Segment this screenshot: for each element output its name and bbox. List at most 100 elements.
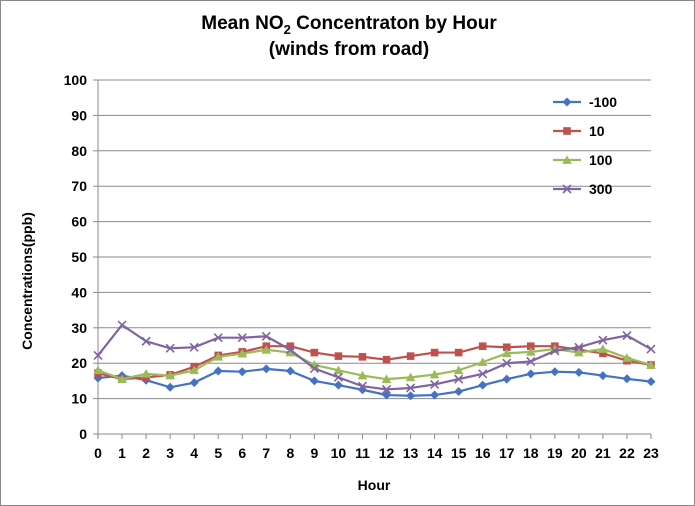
data-point [382,390,392,400]
chart-subtitle: (winds from road) [269,39,429,60]
data-point [646,377,656,387]
y-tick-label: 50 [71,249,87,265]
x-tick-label: 20 [571,445,587,461]
x-tick-label: 6 [238,445,246,461]
y-tick-label: 60 [71,214,87,230]
legend-marker [562,184,572,194]
data-point [574,347,584,357]
y-tick-label: 80 [71,143,87,159]
legend-entry: 100 [553,152,613,168]
data-point [622,374,632,384]
legend: -100 10 100 300 [553,94,617,197]
data-point [237,367,247,377]
x-tick-label: 2 [142,445,150,461]
x-tick-label: 14 [427,445,443,461]
x-tick-label: 4 [190,445,198,461]
data-point [189,365,199,375]
y-axis-title: Concentrations(ppb) [19,212,35,350]
data-point [478,342,487,351]
data-point [117,374,127,383]
data-point [333,372,344,382]
data-point [309,363,319,374]
data-point [261,344,272,354]
x-tick-label: 12 [379,445,395,461]
x-tick-label: 13 [403,445,419,461]
y-tick-label: 90 [71,107,87,123]
x-tick-label: 8 [286,445,294,461]
data-point [117,320,127,330]
legend-marker [563,127,571,135]
data-point [598,335,608,345]
data-point [381,384,392,394]
data-point [237,333,247,343]
legend-marker [562,155,572,164]
data-point [333,365,344,375]
data-point [334,352,343,360]
x-tick-label: 3 [166,445,174,461]
data-point [285,345,295,355]
data-point [141,369,151,378]
data-point [622,353,632,362]
data-point [406,391,416,401]
legend-entry: 10 [553,123,605,139]
x-tick-label: 22 [619,445,635,461]
data-point [454,348,463,357]
x-tick-label: 18 [523,445,539,461]
x-tick-label: 1 [118,445,126,461]
data-point [285,347,296,357]
legend-label: 10 [589,123,605,139]
series-4 [93,320,656,394]
data-point [598,344,608,353]
y-tick-label: 10 [71,391,87,407]
data-point [598,371,608,381]
data-series [93,320,656,401]
data-point [286,342,295,351]
data-point [454,387,464,397]
chart-title: Mean NO2 Concentraton by Hour [201,13,497,37]
data-point [502,343,511,352]
x-tick-label: 16 [475,445,491,461]
data-point [213,333,223,343]
data-point [382,355,391,364]
data-point [525,347,536,356]
data-point [165,343,175,353]
data-point [430,390,440,400]
data-point [93,350,103,360]
legend-entry: 300 [553,181,613,197]
legend-marker [562,97,572,107]
data-point [213,366,223,376]
data-point [526,369,536,379]
data-point [646,344,656,354]
data-point [261,364,271,374]
data-point [502,358,512,368]
series-line [97,323,652,391]
data-point [430,379,440,390]
data-point [477,357,488,366]
data-point [381,374,392,383]
data-point [309,376,319,386]
x-tick-label: 7 [262,445,270,461]
legend-label: 100 [589,152,613,168]
data-point [237,348,248,358]
series-line [97,345,652,381]
data-point [599,349,607,358]
data-point [550,367,560,377]
x-tick-label: 15 [451,445,467,461]
legend-label: -100 [589,94,617,110]
data-point [261,331,271,341]
x-tick-label: 9 [310,445,318,461]
data-point [405,383,416,393]
y-tick-label: 20 [71,355,87,371]
data-point [358,353,367,361]
x-tick-label: 21 [595,445,611,461]
data-point [285,366,295,376]
y-tick-label: 30 [71,320,87,336]
data-point [550,346,560,356]
data-point [430,348,439,357]
data-point [93,365,103,375]
legend-label: 300 [589,181,613,197]
data-point [478,380,488,390]
data-point [406,352,415,360]
data-point [453,365,464,375]
